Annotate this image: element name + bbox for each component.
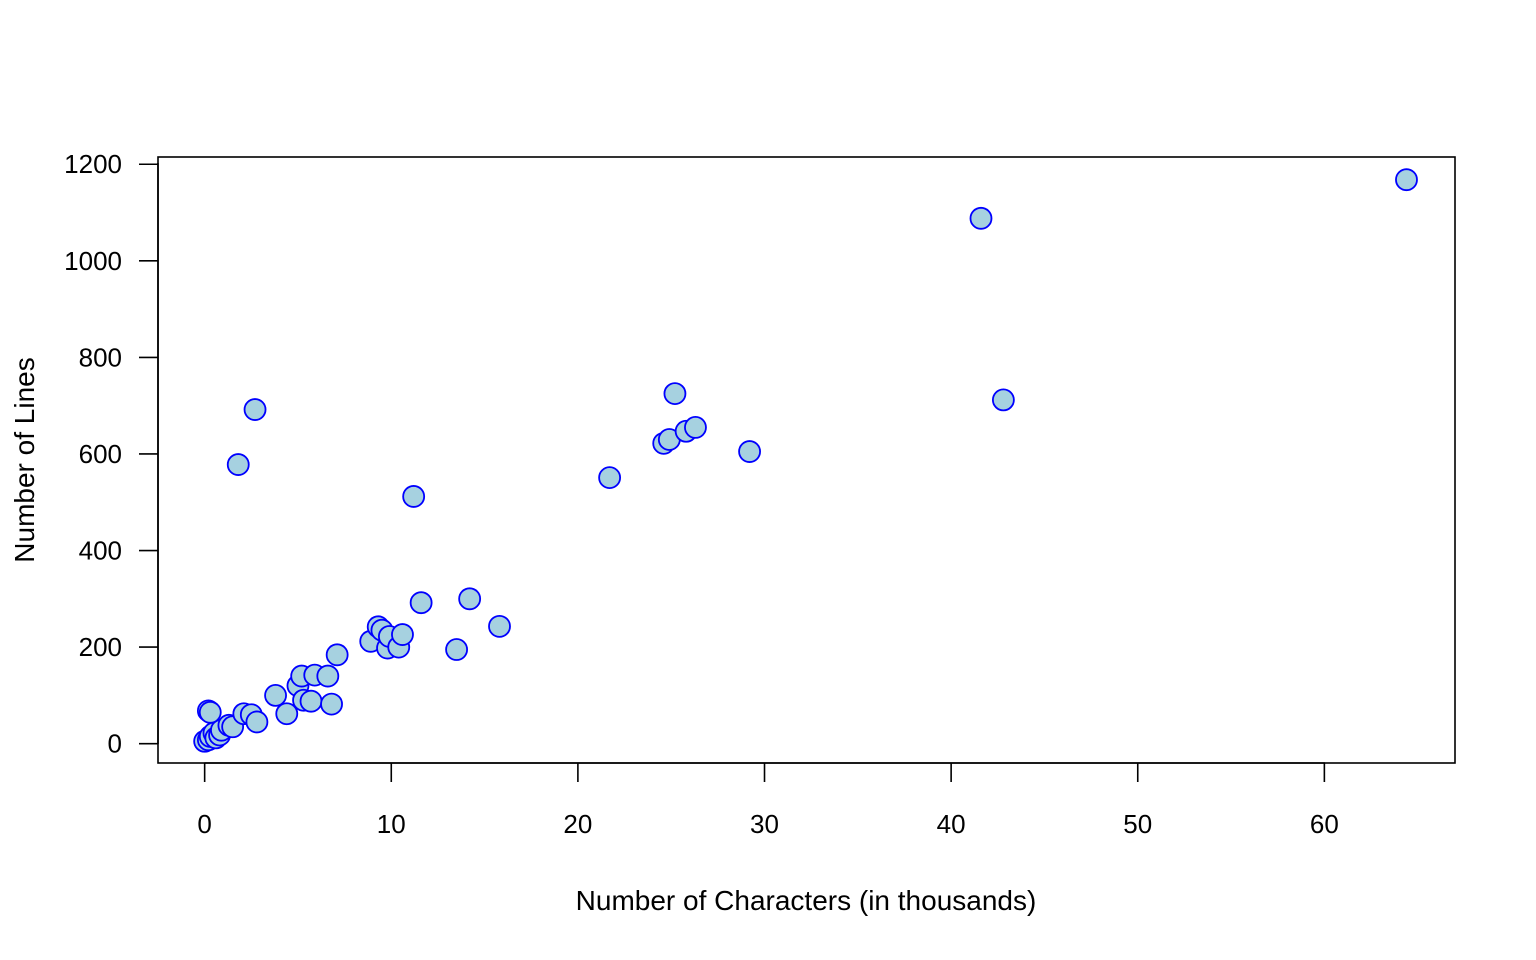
data-point [275,702,299,726]
data-point [663,382,687,406]
x-tick-label: 30 [750,809,779,839]
data-point [969,206,993,230]
data-point [991,388,1015,412]
data-point [445,638,468,661]
data-point [391,623,414,646]
data-point [226,453,250,476]
y-tick-label: 1200 [64,149,122,179]
data-point [245,710,269,734]
x-axis-title: Number of Characters (in thousands) [576,885,1037,916]
data-point [316,664,340,688]
y-axis-title: Number of Lines [9,357,40,562]
x-tick-label: 50 [1123,809,1152,839]
y-tick-label: 800 [79,342,122,372]
data-point [320,692,343,716]
data-point [409,591,433,615]
data-point [738,440,761,463]
x-tick-label: 60 [1310,809,1339,839]
y-tick-label: 600 [79,439,122,469]
data-point [325,643,349,667]
data-points [193,168,1418,753]
x-tick-label: 20 [563,809,592,839]
data-point [1395,168,1418,192]
y-tick-label: 200 [79,632,122,662]
data-point [488,614,511,638]
data-point [458,587,482,611]
y-axis: 0 200 400 600 800 1000 1200 [64,149,159,759]
data-point [198,700,222,724]
x-tick-label: 0 [197,809,211,839]
data-point [243,398,267,421]
data-point [684,416,707,439]
y-tick-label: 0 [108,729,122,759]
data-point [598,466,622,490]
x-tick-label: 10 [377,809,406,839]
data-point [299,689,323,713]
data-point [264,683,287,707]
x-tick-label: 40 [937,809,966,839]
x-axis: 0 10 20 30 40 50 60 [197,762,1339,839]
y-tick-label: 400 [79,536,122,566]
data-point [402,485,426,508]
y-tick-label: 1000 [64,246,122,276]
plot-frame [157,156,1456,764]
